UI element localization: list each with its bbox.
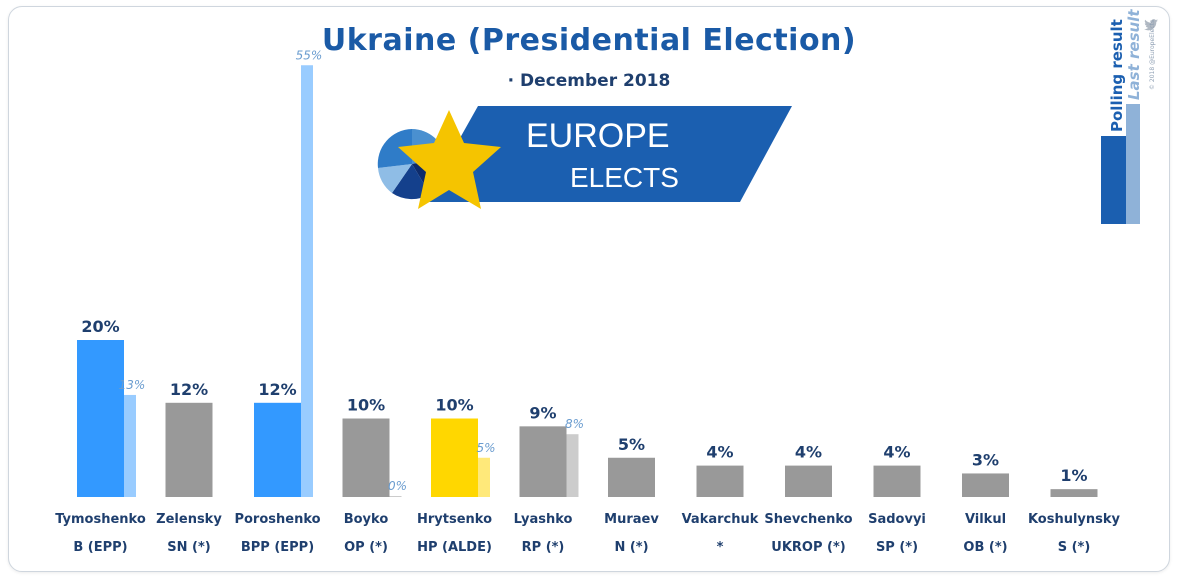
party-label: SP (*)	[876, 540, 918, 555]
bar-value-label: 1%	[1060, 466, 1087, 485]
category-label: Muraev	[604, 512, 659, 527]
category-label: Tymoshenko	[55, 512, 146, 527]
legend-polling-label: Polling result	[1108, 19, 1126, 132]
category-label: Shevchenko	[764, 512, 852, 527]
logo-banner	[424, 106, 792, 202]
category-label: Boyko	[344, 512, 389, 527]
bar-last-label: 0%	[388, 479, 407, 493]
twitter-icon[interactable]	[1143, 17, 1159, 33]
bar-polling	[77, 340, 124, 497]
bar-polling	[342, 418, 390, 497]
bar-last-label: 13%	[119, 378, 146, 392]
category-label: Sadovyi	[868, 512, 926, 527]
category-label: Koshulynsky	[1028, 512, 1121, 527]
party-label: S (*)	[1058, 540, 1091, 555]
bar-value-label: 10%	[347, 396, 385, 415]
bar-value-label: 9%	[529, 403, 556, 422]
logo-text-elects: ELECTS	[570, 162, 679, 193]
bar-last-result	[478, 457, 490, 497]
bar-polling	[254, 402, 301, 497]
bar-value-label: 3%	[972, 450, 999, 469]
logo-text-europe: EUROPE	[526, 117, 670, 155]
category-label: Vakarchuk	[682, 512, 759, 527]
party-label: B (EPP)	[73, 540, 127, 555]
bar-last-label: 8%	[565, 417, 584, 431]
bars-group: 20% 13% Tymoshenko B (EPP) 12% Zelensky SN (*)…	[55, 48, 1120, 555]
bar-value-label: 12%	[258, 380, 296, 399]
bar-last-label: 5%	[476, 441, 495, 455]
bar-polling	[873, 465, 921, 497]
bar-polling	[962, 473, 1009, 497]
bar-polling	[608, 457, 655, 497]
party-label: N (*)	[614, 540, 648, 555]
category-label: Vilkul	[965, 512, 1006, 527]
bar-polling	[785, 465, 832, 497]
logo-star-icon	[398, 110, 501, 209]
party-label: SN (*)	[167, 540, 210, 555]
party-label: UKROP (*)	[771, 540, 845, 555]
category-label: Zelensky	[156, 512, 222, 527]
bar-last-result	[389, 496, 402, 497]
bar-polling	[519, 426, 567, 497]
bar-value-label: 20%	[81, 317, 119, 336]
party-label: HP (ALDE)	[417, 540, 492, 555]
category-label: Lyashko	[514, 512, 573, 527]
bar-polling	[696, 465, 744, 497]
party-label: *	[717, 540, 724, 555]
bar-last-result	[124, 394, 136, 497]
chart-title: Ukraine (Presidential Election)	[321, 23, 857, 58]
legend-last-swatch	[1126, 104, 1140, 224]
europe-elects-logo: EUROPE ELECTS	[377, 106, 792, 209]
bar-polling	[431, 418, 478, 497]
bar-last-result	[566, 434, 579, 497]
bar-polling	[1050, 489, 1098, 497]
party-label: OP (*)	[344, 540, 388, 555]
category-label: Hrytsenko	[417, 512, 492, 527]
chart-subtitle: · December 2018	[507, 71, 671, 91]
bar-value-label: 4%	[795, 443, 822, 462]
bar-value-label: 10%	[435, 396, 473, 415]
bar-value-label: 4%	[706, 443, 733, 462]
party-label: OB (*)	[963, 540, 1007, 555]
bar-polling	[165, 402, 213, 497]
bar-value-label: 4%	[883, 443, 910, 462]
legend-last-label: Last result	[1125, 9, 1143, 100]
legend: Polling result Last result © 2018 @Europ…	[1101, 9, 1156, 224]
bar-last-result	[301, 65, 313, 497]
legend-credit: © 2018 @EuropeElects	[1149, 20, 1156, 90]
bar-last-label: 55%	[296, 48, 323, 62]
party-label: RP (*)	[522, 540, 565, 555]
bar-value-label: 5%	[618, 435, 645, 454]
party-label: BPP (EPP)	[241, 540, 314, 555]
category-label: Poroshenko	[234, 512, 320, 527]
bar-value-label: 12%	[170, 380, 208, 399]
